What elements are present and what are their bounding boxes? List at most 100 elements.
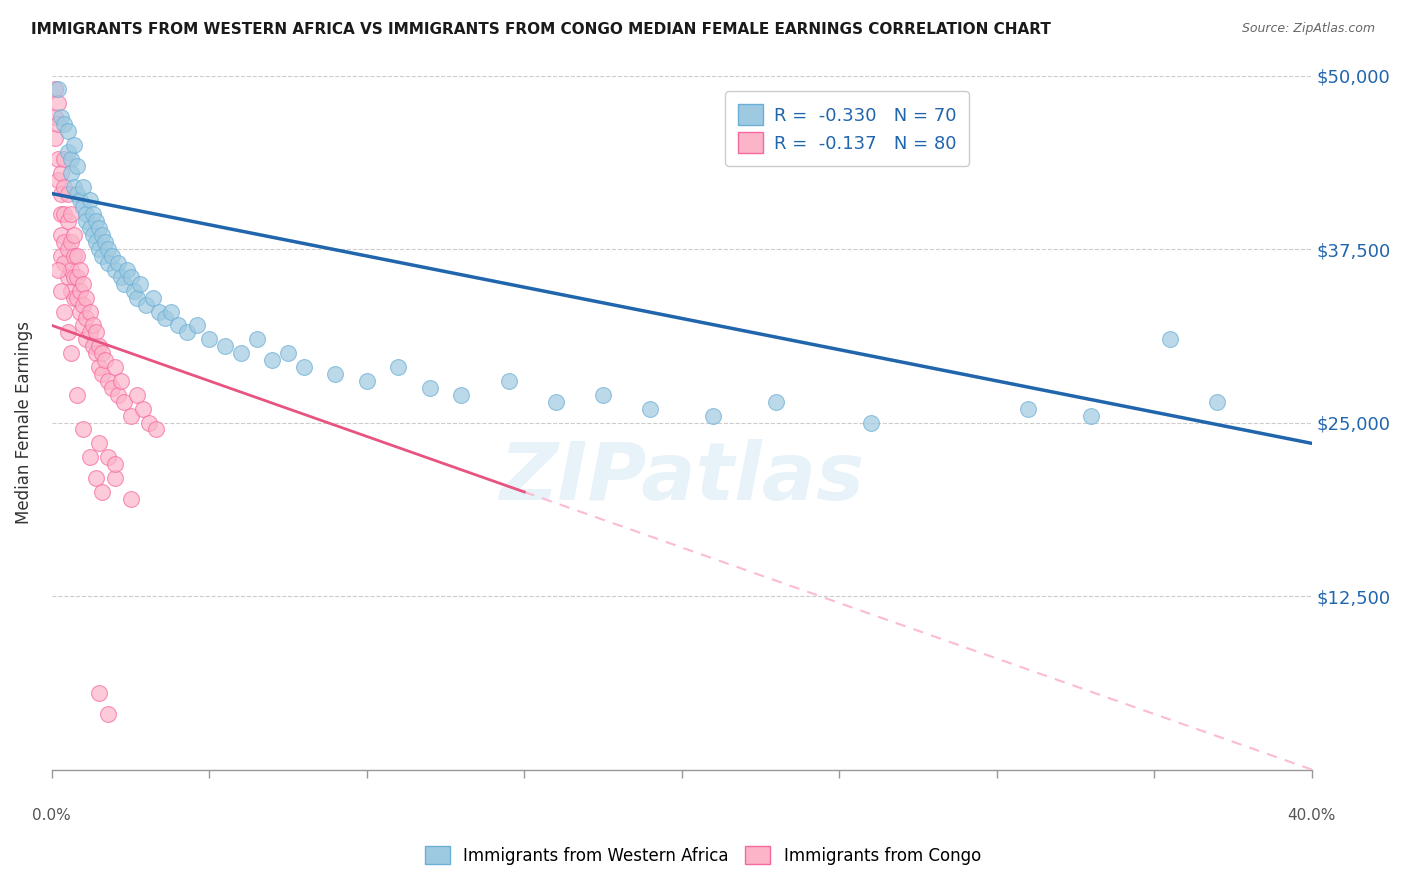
Point <box>62 228 84 243</box>
Point <box>91 485 114 500</box>
Text: Source: ZipAtlas.com: Source: ZipAtlas.com <box>1241 22 1375 36</box>
Point <box>100 249 122 263</box>
Point <box>59 235 82 249</box>
Point <box>97 374 120 388</box>
Point <box>53 207 76 221</box>
Text: IMMIGRANTS FROM WESTERN AFRICA VS IMMIGRANTS FROM CONGO MEDIAN FEMALE EARNINGS C: IMMIGRANTS FROM WESTERN AFRICA VS IMMIGR… <box>31 22 1050 37</box>
Text: ZIPatlas: ZIPatlas <box>499 439 865 517</box>
Point <box>120 409 142 423</box>
Point <box>46 172 69 186</box>
Point <box>46 263 69 277</box>
Point <box>765 394 787 409</box>
Point <box>51 284 73 298</box>
Point <box>56 124 79 138</box>
Point <box>97 450 120 465</box>
Point <box>110 374 132 388</box>
Point <box>87 242 110 256</box>
Point <box>72 201 94 215</box>
Point <box>160 304 183 318</box>
Point <box>356 374 378 388</box>
Point <box>66 291 89 305</box>
Point <box>91 228 114 243</box>
Point <box>1080 409 1102 423</box>
Point <box>122 284 145 298</box>
Point <box>262 353 284 368</box>
Point <box>87 359 110 374</box>
Point <box>135 297 157 311</box>
Point <box>97 707 120 722</box>
Point <box>129 277 152 291</box>
Point <box>125 291 148 305</box>
Point <box>94 353 117 368</box>
Point <box>104 263 127 277</box>
Point <box>87 686 110 700</box>
Point <box>56 145 79 159</box>
Point <box>72 422 94 436</box>
Point <box>51 186 73 201</box>
Point <box>138 416 160 430</box>
Point <box>107 388 129 402</box>
Point <box>62 179 84 194</box>
Point <box>148 304 170 318</box>
Point <box>91 367 114 381</box>
Point <box>153 311 176 326</box>
Point <box>66 186 89 201</box>
Point <box>62 291 84 305</box>
Point <box>53 179 76 194</box>
Point <box>56 269 79 284</box>
Point <box>104 359 127 374</box>
Point <box>100 381 122 395</box>
Point <box>44 110 66 124</box>
Point <box>1159 332 1181 346</box>
Point <box>62 249 84 263</box>
Point <box>79 221 101 235</box>
Point <box>214 339 236 353</box>
Point <box>72 179 94 194</box>
Point <box>104 457 127 471</box>
Point <box>79 194 101 208</box>
Point <box>51 166 73 180</box>
Point <box>59 284 82 298</box>
Point <box>198 332 221 346</box>
Point <box>419 381 441 395</box>
Point <box>91 249 114 263</box>
Point <box>110 269 132 284</box>
Point <box>640 401 662 416</box>
Point <box>59 152 82 166</box>
Point <box>53 235 76 249</box>
Point <box>66 249 89 263</box>
Point <box>69 304 91 318</box>
Point <box>125 388 148 402</box>
Point <box>59 346 82 360</box>
Point <box>69 194 91 208</box>
Point <box>323 367 346 381</box>
Point <box>104 471 127 485</box>
Point <box>69 284 91 298</box>
Point <box>544 394 567 409</box>
Point <box>112 277 135 291</box>
Point <box>87 221 110 235</box>
Point <box>56 186 79 201</box>
Point <box>75 332 97 346</box>
Point <box>859 416 882 430</box>
Point <box>186 318 208 333</box>
Point <box>387 359 409 374</box>
Point <box>51 207 73 221</box>
Point <box>292 359 315 374</box>
Point <box>51 110 73 124</box>
Point <box>53 117 76 131</box>
Point <box>82 339 104 353</box>
Point <box>498 374 520 388</box>
Point <box>75 214 97 228</box>
Point <box>84 326 107 340</box>
Point <box>166 318 188 333</box>
Legend: Immigrants from Western Africa, Immigrants from Congo: Immigrants from Western Africa, Immigran… <box>416 838 990 873</box>
Point <box>120 491 142 506</box>
Point <box>176 326 198 340</box>
Point <box>53 256 76 270</box>
Point <box>84 235 107 249</box>
Point <box>62 269 84 284</box>
Point <box>59 166 82 180</box>
Point <box>82 318 104 333</box>
Point <box>94 235 117 249</box>
